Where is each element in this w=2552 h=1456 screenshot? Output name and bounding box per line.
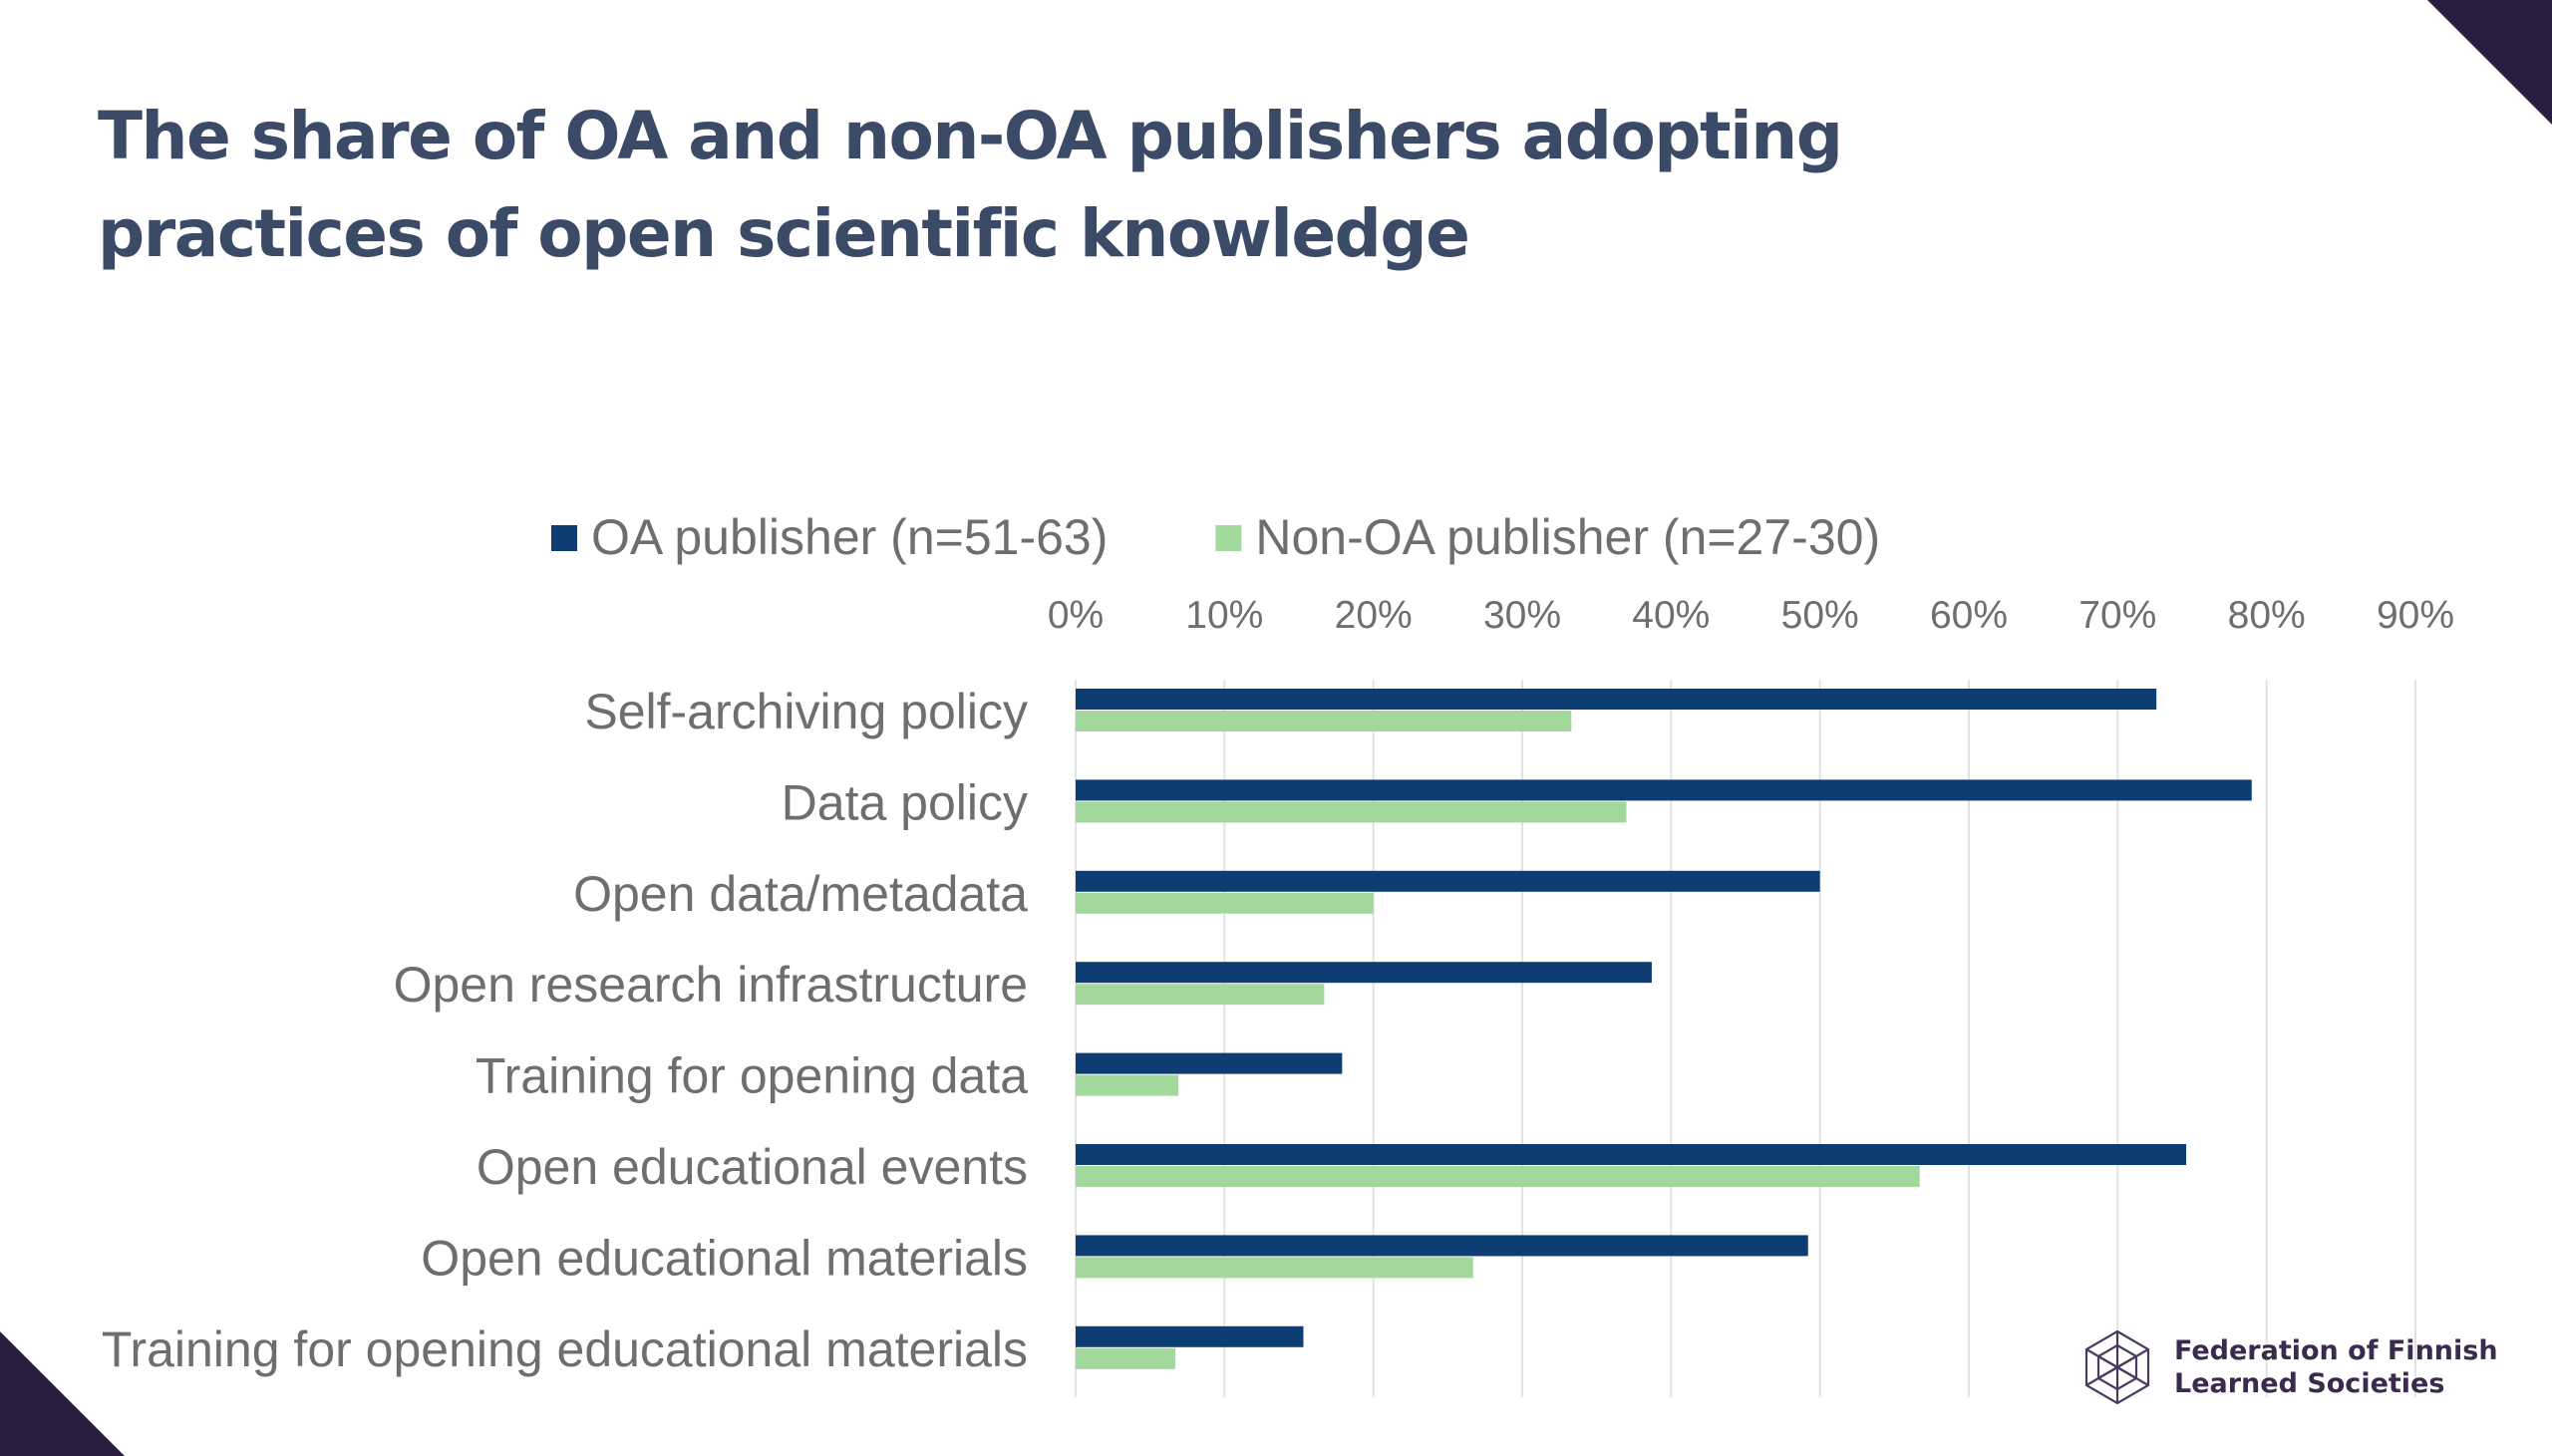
bar-non-oa	[1076, 1257, 1473, 1279]
corner-decoration-bottom-left	[0, 1331, 125, 1456]
slide-title: The share of OA and non-OA publishers ad…	[98, 88, 1992, 283]
corner-decoration-top-right	[2427, 0, 2552, 125]
category-label: Self-archiving policy	[584, 684, 1028, 739]
bar-oa	[1076, 689, 2157, 710]
legend-label: OA publisher (n=51-63)	[591, 509, 1108, 565]
category-label: Open educational events	[477, 1139, 1028, 1195]
x-tick-label: 20%	[1335, 594, 1413, 637]
bar-non-oa	[1076, 711, 1572, 731]
x-tick-label: 10%	[1185, 594, 1263, 637]
hexagon-lattice-icon	[2084, 1329, 2150, 1405]
bar-oa	[1076, 1144, 2187, 1165]
bar-non-oa	[1076, 801, 1627, 823]
organization-name-line-1: Federation of Finnish	[2174, 1335, 2498, 1366]
x-tick-label: 80%	[2228, 594, 2306, 637]
bar-oa	[1076, 1052, 1343, 1074]
legend-label: Non-OA publisher (n=27-30)	[1255, 509, 1880, 565]
slide-title-line-1: The share of OA and non-OA publishers ad…	[98, 98, 1843, 174]
bar-oa	[1076, 870, 1820, 892]
x-tick-label: 40%	[1632, 594, 1710, 637]
bar-non-oa	[1076, 1347, 1176, 1369]
category-label: Open data/metadata	[573, 866, 1028, 922]
organization-name: Federation of Finnish Learned Societies	[2174, 1334, 2498, 1400]
bar-non-oa	[1076, 1166, 1920, 1187]
category-label: Training for opening data	[476, 1048, 1028, 1104]
legend-swatch	[551, 525, 577, 551]
category-label: Data policy	[782, 774, 1028, 830]
bar-oa	[1076, 962, 1652, 984]
legend-swatch	[1215, 525, 1242, 551]
x-tick-label: 30%	[1483, 594, 1561, 637]
x-tick-label: 70%	[2078, 594, 2156, 637]
x-tick-label: 0%	[1048, 594, 1104, 637]
organization-logo: Federation of Finnish Learned Societies	[2078, 1327, 2498, 1407]
category-label: Open research infrastructure	[394, 957, 1028, 1013]
category-label: Open educational materials	[421, 1230, 1028, 1286]
slide-title-line-2: practices of open scientific knowledge	[98, 195, 1470, 272]
x-tick-label: 90%	[2377, 594, 2454, 637]
bar-non-oa	[1076, 1074, 1179, 1096]
category-label: Training for opening educational materia…	[102, 1321, 1028, 1377]
bar-non-oa	[1076, 984, 1325, 1006]
x-tick-label: 50%	[1781, 594, 1859, 637]
bar-oa	[1076, 1235, 1808, 1257]
bar-oa	[1076, 1325, 1304, 1347]
x-tick-label: 60%	[1930, 594, 2008, 637]
bar-non-oa	[1076, 892, 1374, 914]
bar-oa	[1076, 779, 2252, 801]
organization-name-line-2: Learned Societies	[2174, 1368, 2445, 1399]
